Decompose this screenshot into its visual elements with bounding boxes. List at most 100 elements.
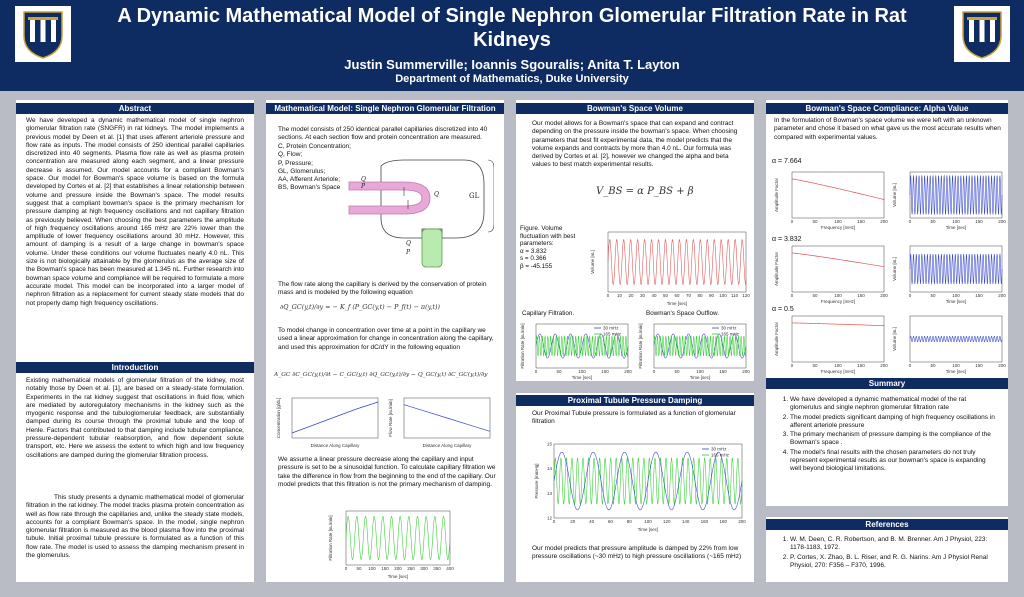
model-legend: C, Protein Concentration; Q, Flow; P, Pres…: [278, 143, 351, 192]
x-tick-label: 140: [682, 519, 690, 524]
alpha-1-volume-chart: 0 50 100 150 200 Time [sec] Volume [nL]: [892, 171, 1006, 230]
x-axis-label: Time [sec]: [946, 225, 967, 230]
x-tick-label: 120: [742, 293, 750, 298]
x-tick-label: 100: [952, 219, 960, 224]
summary-item: The model predicts significant damping o…: [790, 414, 998, 431]
introduction-heading: Introduction: [16, 362, 254, 373]
x-tick-label: 150: [975, 293, 983, 298]
x-axis-label: Time [sec]: [667, 301, 688, 306]
x-tick-label: 10: [617, 293, 623, 298]
x-tick-label: 60: [608, 519, 614, 524]
alpha-2-volume-chart: 0 50 100 150 200 Time [sec] Volume [nL]: [892, 245, 1006, 304]
reference-item: P. Cortes, X. Zhao, B. L. Riser, and R. …: [790, 554, 998, 571]
column-1: Abstract We have developed a dynamic mat…: [16, 100, 254, 582]
flow-rate-text: The flow rate along the capillary is der…: [278, 281, 487, 297]
poster-authors: Justin Summerville; Ioannis Sgouralis; A…: [344, 57, 680, 72]
diagram-label-q-p: Q: [406, 240, 411, 247]
x-tick-label: 200: [998, 293, 1006, 298]
x-tick-label: 350: [433, 566, 441, 571]
x-tick-label: 150: [857, 363, 865, 368]
compliance-heading: Bowman's Space Compliance: Alpha Value: [766, 103, 1008, 114]
amplitude-factor-line: [791, 252, 885, 268]
x-tick-label: 150: [381, 566, 389, 571]
x-tick-label: 0: [553, 519, 556, 524]
summary-item: The primary mechanism of pressure dampin…: [790, 431, 998, 448]
alpha-label-1: α = 7.664: [772, 158, 802, 165]
y-axis-label: Concentration [g/dL]: [276, 398, 281, 439]
y-axis-label: Volume [nL]: [892, 327, 897, 351]
pressure-text: We assume a linear pressure decrease alo…: [278, 456, 496, 488]
poster-department: Department of Mathematics, Duke Universi…: [395, 73, 629, 85]
volume-figure-caption: Figure. Volume fluctuation with best para…: [520, 225, 576, 270]
x-tick-label: 0: [607, 293, 610, 298]
proximal-conclusion: Our model predicts that pressure amplitu…: [532, 545, 742, 561]
x-tick-label: 100: [952, 293, 960, 298]
concentration-text: To model change in concentration over ti…: [278, 327, 494, 351]
glomerulus-diagram: Q P Q Q P GL: [348, 159, 494, 268]
legend-label: 30 mHz: [711, 447, 727, 452]
x-tick-label: 180: [719, 519, 727, 524]
concentration-line: [291, 401, 379, 434]
x-tick-label: 0: [909, 293, 912, 298]
x-tick-label: 50: [812, 363, 818, 368]
diagram-label-p-aa: P: [360, 183, 366, 190]
column-4: Bowman's Space Compliance: Alpha Value I…: [766, 100, 1008, 376]
y-axis-label: Volume [nL]: [590, 250, 595, 274]
duke-seal-right: [953, 5, 1011, 63]
y-tick-label: 13: [547, 491, 553, 496]
x-axis-label: Time [sec]: [946, 369, 967, 374]
y-axis-label: Flow Rate [nL/min]: [388, 399, 393, 437]
volume-equation: V_BS = α P_BS + β: [596, 186, 694, 197]
capillary-filtration-chart: 0 50 100 150 200 Time [sec] Filtration Rate [n…: [520, 323, 632, 380]
legend-label: 165 mHz: [721, 332, 740, 337]
diagram-label-q-bs: Q: [434, 191, 439, 198]
x-tick-label: 40: [651, 293, 657, 298]
proximal-text: Our Proximal Tubule pressure is formulat…: [532, 410, 736, 426]
alpha-label-3: α = 0.5: [772, 306, 794, 313]
model-intro: The model consists of 250 identical para…: [278, 126, 488, 142]
x-tick-label: 150: [975, 363, 983, 368]
summary-item: The model's final results with the chose…: [790, 449, 998, 474]
x-tick-label: 200: [880, 293, 888, 298]
alpha-3-amplitude-chart: 0 50 100 150 200 Frequency [mHz] Amplitude Fac…: [774, 315, 888, 374]
x-tick-label: 400: [446, 566, 454, 571]
summary-item: We have developed a dynamic mathematical…: [790, 396, 998, 413]
x-tick-label: 50: [930, 293, 936, 298]
column-2: Mathematical Model: Single Nephron Glome…: [266, 100, 504, 582]
x-tick-label: 0: [909, 363, 912, 368]
introduction-paragraph-2: This study presents a dynamic mathematic…: [26, 494, 244, 560]
x-tick-label: 50: [930, 363, 936, 368]
x-tick-label: 0: [345, 566, 348, 571]
capillary-series-165mhz: [535, 335, 629, 357]
x-tick-label: 80: [697, 293, 703, 298]
legend-label: 165 mHz: [603, 332, 622, 337]
x-tick-label: 100: [952, 363, 960, 368]
legend-label: 30 mHz: [603, 326, 619, 331]
introduction-paragraph-1: Existing mathematical models of glomerul…: [26, 377, 244, 459]
x-tick-label: 20: [628, 293, 634, 298]
x-tick-label: 200: [394, 566, 402, 571]
x-tick-label: 150: [719, 369, 727, 374]
y-axis-label: Filtration Rate [nL/min]: [328, 515, 333, 560]
x-tick-label: 50: [556, 369, 562, 374]
concentration-chart: Distance Along Capillary Concentration [g…: [276, 398, 379, 448]
x-tick-label: 120: [663, 519, 671, 524]
y-axis-label: Volume [nL]: [892, 257, 897, 281]
x-axis-label: Distance Along Capillary: [311, 443, 361, 448]
x-axis-label: Time [sec]: [690, 375, 711, 380]
y-tick-label: 12: [547, 516, 553, 521]
x-axis-label: Frequency [mHz]: [821, 369, 855, 374]
y-axis-label: Amplitude Factor: [774, 177, 779, 212]
bowman-volume-heading: Bowman's Space Volume: [516, 103, 754, 114]
x-tick-label: 40: [589, 519, 595, 524]
x-tick-label: 0: [791, 363, 794, 368]
bowman-outflow-chart: 0 50 100 150 200 Time [sec] Filtration Rate [n…: [638, 323, 750, 380]
x-axis-label: Time [sec]: [638, 527, 659, 532]
x-tick-label: 110: [731, 293, 739, 298]
alpha-1-amplitude-chart: 0 50 100 150 200 Frequency [mHz] Amplitude Fac…: [774, 171, 888, 230]
x-tick-label: 0: [791, 219, 794, 224]
compliance-text: In the formulation of Bowman's space vol…: [774, 117, 1001, 141]
volume-line: [909, 253, 1003, 285]
x-axis-label: Time [sec]: [572, 375, 593, 380]
x-tick-label: 100: [644, 519, 652, 524]
